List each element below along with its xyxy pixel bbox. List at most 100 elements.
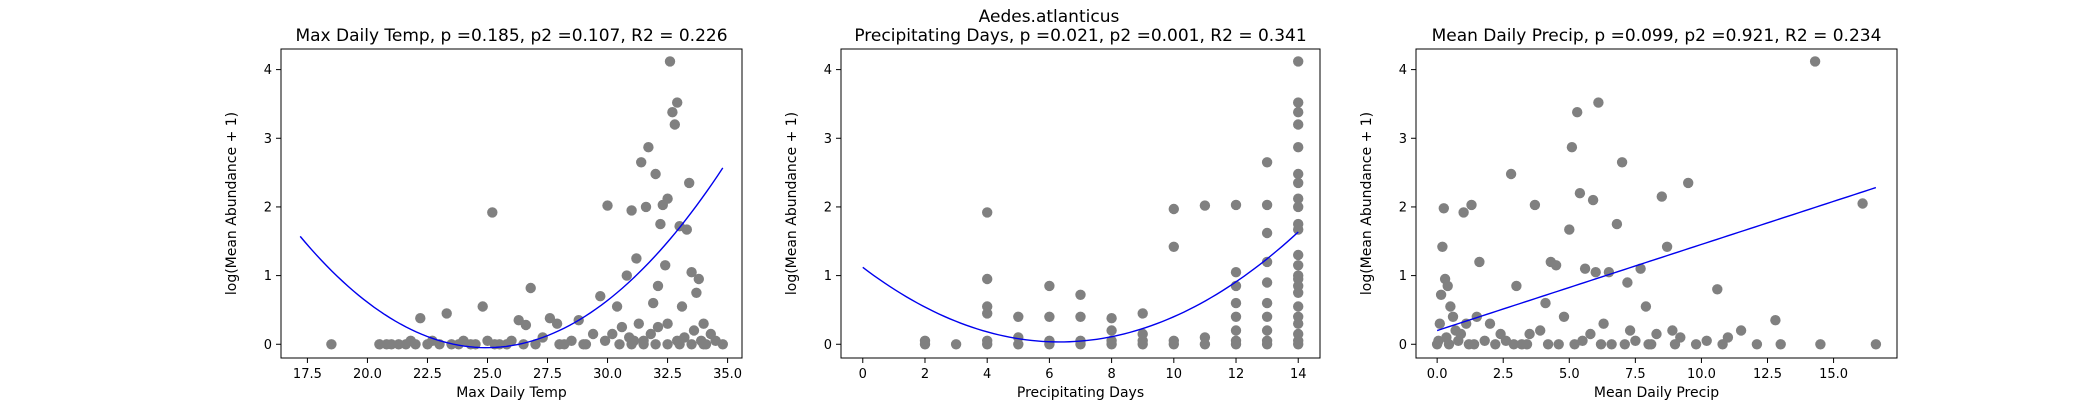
data-point [1484, 318, 1496, 329]
data-point [410, 339, 421, 350]
data-point [1293, 201, 1304, 213]
data-point [1468, 339, 1480, 350]
x-axis-label: Precipitating Days [1017, 385, 1144, 400]
x-tick-label: 12 [1228, 367, 1245, 382]
data-point [633, 318, 644, 329]
data-point [1261, 311, 1273, 322]
data-point [614, 339, 625, 350]
data-point [1230, 311, 1242, 322]
data-point [1168, 339, 1180, 350]
data-point [1500, 335, 1512, 346]
data-point [554, 339, 565, 350]
data-point [1624, 325, 1636, 336]
y-tick-label: 4 [1399, 63, 1407, 78]
data-point [643, 142, 654, 153]
data-point [1106, 325, 1117, 336]
data-point [1293, 260, 1304, 271]
x-tick-label: 6 [1045, 367, 1053, 382]
x-tick-label: 10.0 [1687, 367, 1716, 382]
data-point [1013, 311, 1024, 322]
y-tick-label: 1 [264, 269, 272, 284]
data-point [681, 224, 692, 235]
data-point [1044, 311, 1055, 322]
axes-frame [840, 48, 1321, 359]
data-point [1293, 193, 1304, 204]
data-point [1261, 199, 1273, 211]
data-point [326, 339, 337, 350]
y-axis-label: log(Mean Abundance + 1) [784, 112, 800, 295]
axes-frame [280, 48, 743, 359]
data-point [1505, 168, 1517, 180]
data-point [1870, 339, 1882, 350]
data-point [1458, 207, 1469, 218]
data-point [636, 157, 647, 168]
data-point [525, 282, 536, 294]
data-point [686, 339, 697, 350]
data-point [650, 168, 661, 180]
data-point [672, 97, 683, 108]
panel-mean-daily-precip: Mean Daily Precip, p =0.099, p2 =0.921, … [1359, 26, 1898, 400]
data-point [1261, 325, 1273, 336]
fit-line [299, 167, 724, 349]
data-point [676, 301, 688, 312]
data-point [1293, 97, 1304, 108]
x-tick-label: 7.5 [1625, 367, 1646, 382]
data-point [1445, 301, 1456, 312]
data-point [1508, 339, 1520, 350]
data-point [1667, 325, 1678, 336]
data-point [982, 308, 993, 319]
data-point [660, 260, 671, 271]
data-point [1558, 311, 1570, 322]
data-point [698, 339, 709, 350]
data-point [1474, 256, 1485, 268]
data-point [1293, 107, 1304, 118]
data-point [1230, 297, 1242, 309]
data-point [616, 321, 628, 333]
data-point [1611, 218, 1623, 230]
data-point [621, 270, 632, 281]
data-point [1579, 263, 1591, 274]
data-point [1735, 325, 1747, 336]
data-point [595, 291, 606, 302]
data-point [1106, 313, 1117, 324]
data-point [640, 201, 652, 213]
data-point [950, 339, 962, 350]
data-point [1521, 339, 1533, 350]
x-tick-label: 20.0 [353, 367, 382, 382]
x-tick-label: 32.5 [653, 367, 682, 382]
data-point [1595, 339, 1607, 350]
data-point [717, 339, 728, 350]
x-tick-label: 0 [859, 367, 867, 382]
data-point [1230, 339, 1242, 350]
y-tick-label: 0 [1399, 338, 1407, 353]
panel-title: Mean Daily Precip, p =0.099, p2 =0.921, … [1432, 26, 1882, 46]
data-point [1293, 339, 1304, 350]
panel-title: Precipitating Days, p =0.021, p2 =0.001,… [854, 26, 1306, 46]
data-point [1435, 289, 1447, 300]
data-point [664, 56, 676, 67]
data-point [1630, 335, 1641, 346]
data-point [1598, 318, 1609, 329]
data-point [1651, 328, 1662, 340]
data-point [1524, 328, 1535, 340]
data-point [1683, 177, 1694, 189]
data-point [1606, 339, 1617, 350]
data-point [1293, 249, 1304, 261]
data-point [1434, 318, 1446, 329]
fit-line [862, 231, 1299, 343]
data-point [1442, 280, 1453, 292]
data-point [1569, 339, 1580, 350]
y-tick-label: 2 [264, 200, 272, 215]
data-point [1566, 142, 1578, 153]
axes-frame [1415, 48, 1898, 359]
x-tick-label: 25.0 [473, 367, 502, 382]
y-axis-label: log(Mean Abundance + 1) [224, 112, 240, 295]
data-point [1230, 325, 1242, 336]
x-tick-label: 15.0 [1819, 367, 1848, 382]
data-point [684, 177, 695, 189]
data-point [919, 335, 931, 346]
data-point [1106, 339, 1117, 350]
data-point [393, 339, 404, 350]
data-point [1461, 318, 1472, 329]
data-point [650, 339, 661, 350]
